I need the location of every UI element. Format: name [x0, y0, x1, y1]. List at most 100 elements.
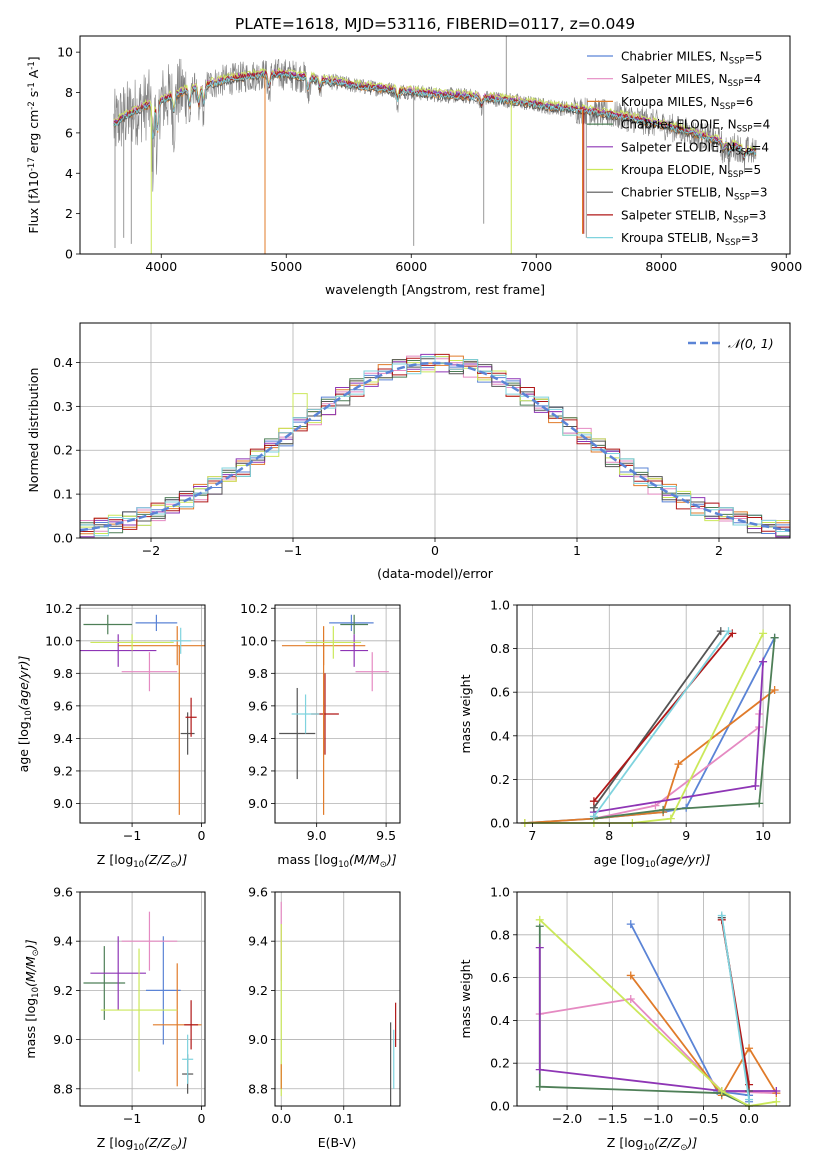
axes-age_vs_mass: 9.0 9.5 9.0 9.2 9.4 9.6 9.8 10.0 10.2 mass [log10…: [240, 601, 401, 870]
point-marker: [755, 799, 764, 808]
plot-area: [280, 901, 397, 1106]
label-part: 10: [133, 1143, 144, 1153]
label-part: )]: [176, 1135, 187, 1150]
label-part: age [log: [594, 852, 645, 867]
y-tick-label: 1.0: [490, 598, 510, 613]
label-part: Chabrier STELIB, N: [621, 186, 734, 200]
x-tick-label: −2: [142, 543, 160, 558]
x-axis-label: age [log10(age/yr)]: [594, 852, 711, 870]
axes-frame: [79, 891, 206, 1107]
label-part: (Z/Z: [144, 852, 171, 867]
x-tick-label: 9.0: [307, 828, 327, 843]
point-marker: [589, 812, 598, 821]
y-tick-label: 0.0: [490, 816, 510, 831]
label-part: 10: [26, 171, 41, 187]
label-part: ]: [26, 56, 41, 61]
label-part: SSP: [729, 57, 745, 67]
line-chabrier-elodie: [593, 637, 776, 820]
point-marker: [535, 915, 544, 924]
label-part: ⊙: [380, 860, 387, 870]
x-axis-label: mass [log10(M/M⊙)]: [277, 852, 396, 870]
x-tick-label: −1.0: [643, 1111, 673, 1126]
point-marker: [717, 1087, 726, 1096]
point-marker: [535, 1082, 544, 1091]
y-tick-label: 0.8: [490, 927, 510, 942]
y-tick-label: 0: [65, 247, 73, 262]
axes-spectrum: 4000 5000 6000 7000 8000 9000 0 2 4 6 8 10 wavelengt…: [26, 35, 802, 297]
chart-layer: 4000 5000 6000 7000 8000 90000246810wavelengt…: [16, 35, 802, 1154]
axes-frame: [516, 604, 791, 824]
y-axis-label: age [log10(age/yr)]: [16, 656, 34, 773]
model-line-salpeter-stelib: [113, 70, 756, 159]
y-tick-label: 10.0: [240, 633, 268, 648]
x-tick-label: −2.0: [552, 1111, 582, 1126]
point-marker: [772, 1097, 781, 1106]
axes-residuals: −2 −1 0 1 2 0.0 0.1 0.2 0.3 0.4 (data-model)/error…: [26, 322, 791, 581]
y-tick-label: 0.6: [490, 970, 510, 985]
x-tick-label: −1: [284, 543, 302, 558]
label-part: Z [log: [97, 1135, 133, 1150]
label-part: =3: [749, 208, 767, 222]
y-axis-label: mass weight: [458, 959, 473, 1038]
label-part: mass [log: [23, 998, 38, 1059]
label-part: mass [log: [277, 852, 338, 867]
label-part: =5: [743, 163, 761, 177]
y-tick-label: 0.2: [490, 772, 510, 787]
point-marker: [626, 995, 635, 1003]
line-chabrier-miles: [630, 923, 750, 1102]
label-part: =4: [743, 72, 761, 86]
y-tick-label: 6: [65, 125, 73, 140]
x-tick-label: 6000: [395, 259, 427, 274]
x-tick-label: 2: [715, 543, 723, 558]
y-tick-label: 10.2: [240, 601, 268, 616]
x-tick-label: 9: [682, 828, 690, 843]
x-axis-label: Z [log10(Z/Z⊙)]: [97, 852, 188, 870]
y-tick-label: 10: [57, 45, 73, 60]
label-part: (age/yr)]: [16, 656, 31, 711]
label-part: Kroupa MILES, N: [621, 95, 720, 109]
label-part: =4: [753, 118, 771, 132]
y-tick-label: 2: [65, 206, 73, 221]
label-part: )]: [176, 852, 187, 867]
label-part: (M/M: [23, 956, 38, 987]
plot-area: [83, 911, 202, 1094]
x-tick-label: 7: [528, 828, 536, 843]
y-tick-label: 9.4: [248, 934, 268, 949]
label-part: ⊙: [31, 949, 41, 956]
y-tick-label: 0.4: [490, 1013, 510, 1028]
y-tick-label: 9.6: [53, 698, 73, 713]
line-salpeter-stelib: [593, 632, 733, 802]
x-tick-label: −1.5: [597, 1111, 627, 1126]
axes-mass_vs_EBV: 0.0 0.1 8.8 9.0 9.2 9.4 9.6 E(B-V): [248, 885, 401, 1150]
label-part: -1: [27, 82, 37, 90]
label-part: SSP: [720, 102, 736, 112]
label-part: (age/yr)]: [656, 852, 711, 867]
x-tick-label: 4000: [145, 259, 177, 274]
legend-label: Chabrier MILES, NSSP=5: [621, 50, 762, 67]
y-tick-label: 0.2: [490, 1056, 510, 1071]
legend-label: Kroupa MILES, NSSP=6: [621, 95, 753, 112]
y-tick-label: 9.6: [248, 698, 268, 713]
x-axis-label: Z [log10(Z/Z⊙)]: [607, 1135, 698, 1153]
point-marker: [659, 805, 668, 814]
label-part: -1: [27, 61, 37, 69]
x-tick-label: 8000: [645, 259, 677, 274]
y-tick-label: 9.4: [248, 731, 268, 746]
label-part: erg cm: [26, 110, 41, 158]
x-axis-label: E(B-V): [318, 1135, 357, 1150]
point-marker: [589, 797, 598, 806]
x-tick-label: 9000: [770, 259, 802, 274]
y-tick-label: 8.8: [53, 1081, 73, 1096]
label-part: 10: [645, 860, 656, 870]
point-marker: [772, 1087, 781, 1096]
point-marker: [759, 657, 768, 666]
x-tick-label: 0.0: [739, 1111, 759, 1126]
x-axis-label: Z [log10(Z/Z⊙)]: [97, 1135, 188, 1153]
y-tick-label: 0.4: [53, 355, 73, 370]
axes-frame: [516, 891, 791, 1107]
normal-curve: [80, 361, 790, 532]
y-tick-label: 0.4: [490, 728, 510, 743]
y-tick-label: 9.2: [248, 983, 268, 998]
axes-mass_vs_Z: −1 08.89.09.29.49.6Z [log10(Z/Z⊙)]mass [l…: [23, 885, 206, 1154]
